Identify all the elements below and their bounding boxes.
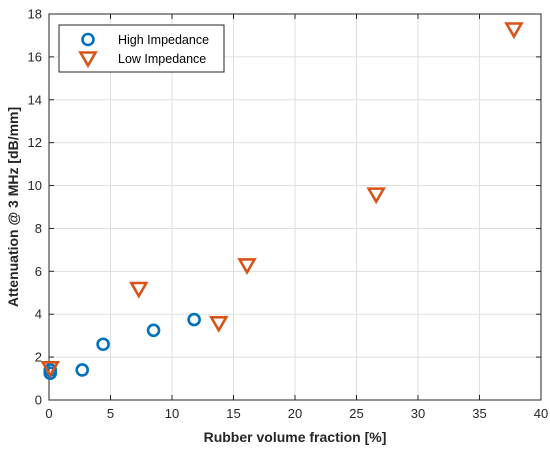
data-point-high-impedance [96,337,110,352]
x-tick-label: 5 [107,406,114,421]
data-point-low-impedance [129,281,149,299]
grid [49,14,541,400]
x-tick-label: 25 [349,406,363,421]
data-point-high-impedance [146,323,161,338]
y-tick-label: 14 [28,92,42,107]
y-tick-label: 2 [35,350,42,365]
legend-marker-circle [81,32,95,47]
y-tick-label: 16 [28,49,42,64]
legend-marker-triangle [78,51,98,69]
x-tick-label: 15 [226,406,240,421]
data-point-low-impedance [40,361,60,378]
y-tick-label: 12 [28,135,42,150]
x-tick-label: 35 [472,406,486,421]
y-tick-label: 0 [35,393,42,408]
data-point-high-impedance [187,312,201,327]
y-axis-label: Attenuation @ 3 MHz [dB/mm] [5,107,21,307]
data-point-high-impedance [75,363,90,377]
x-axis-label: Rubber volume fraction [%] [204,429,387,445]
data-point-low-impedance [237,258,257,276]
x-tick-label: 40 [534,406,548,421]
data-point-low-impedance [504,22,524,40]
y-tick-label: 6 [35,264,42,279]
y-tick-label: 18 [28,7,42,22]
legend-markers [78,32,98,69]
y-tick-label: 8 [35,221,42,236]
data-points [40,22,524,380]
data-point-low-impedance [208,315,229,333]
x-tick-label: 10 [165,406,179,421]
axes-box [48,13,542,401]
axes [48,13,542,401]
x-tick-label: 30 [411,406,425,421]
x-tick-label: 20 [288,406,302,421]
x-tick-label: 0 [45,406,52,421]
x-tick-labels: 0 5 10 15 20 25 30 35 40 [45,406,548,421]
y-tick-label: 10 [28,178,42,193]
legend: High Impedance Low Impedance [58,24,225,73]
legend-entry-low-impedance: Low Impedance [118,52,206,66]
data-point-low-impedance [366,187,386,205]
y-tick-label: 4 [35,307,42,322]
legend-entry-high-impedance: High Impedance [118,33,209,47]
y-tick-labels: 0 2 4 6 8 10 12 14 16 18 [28,7,42,408]
